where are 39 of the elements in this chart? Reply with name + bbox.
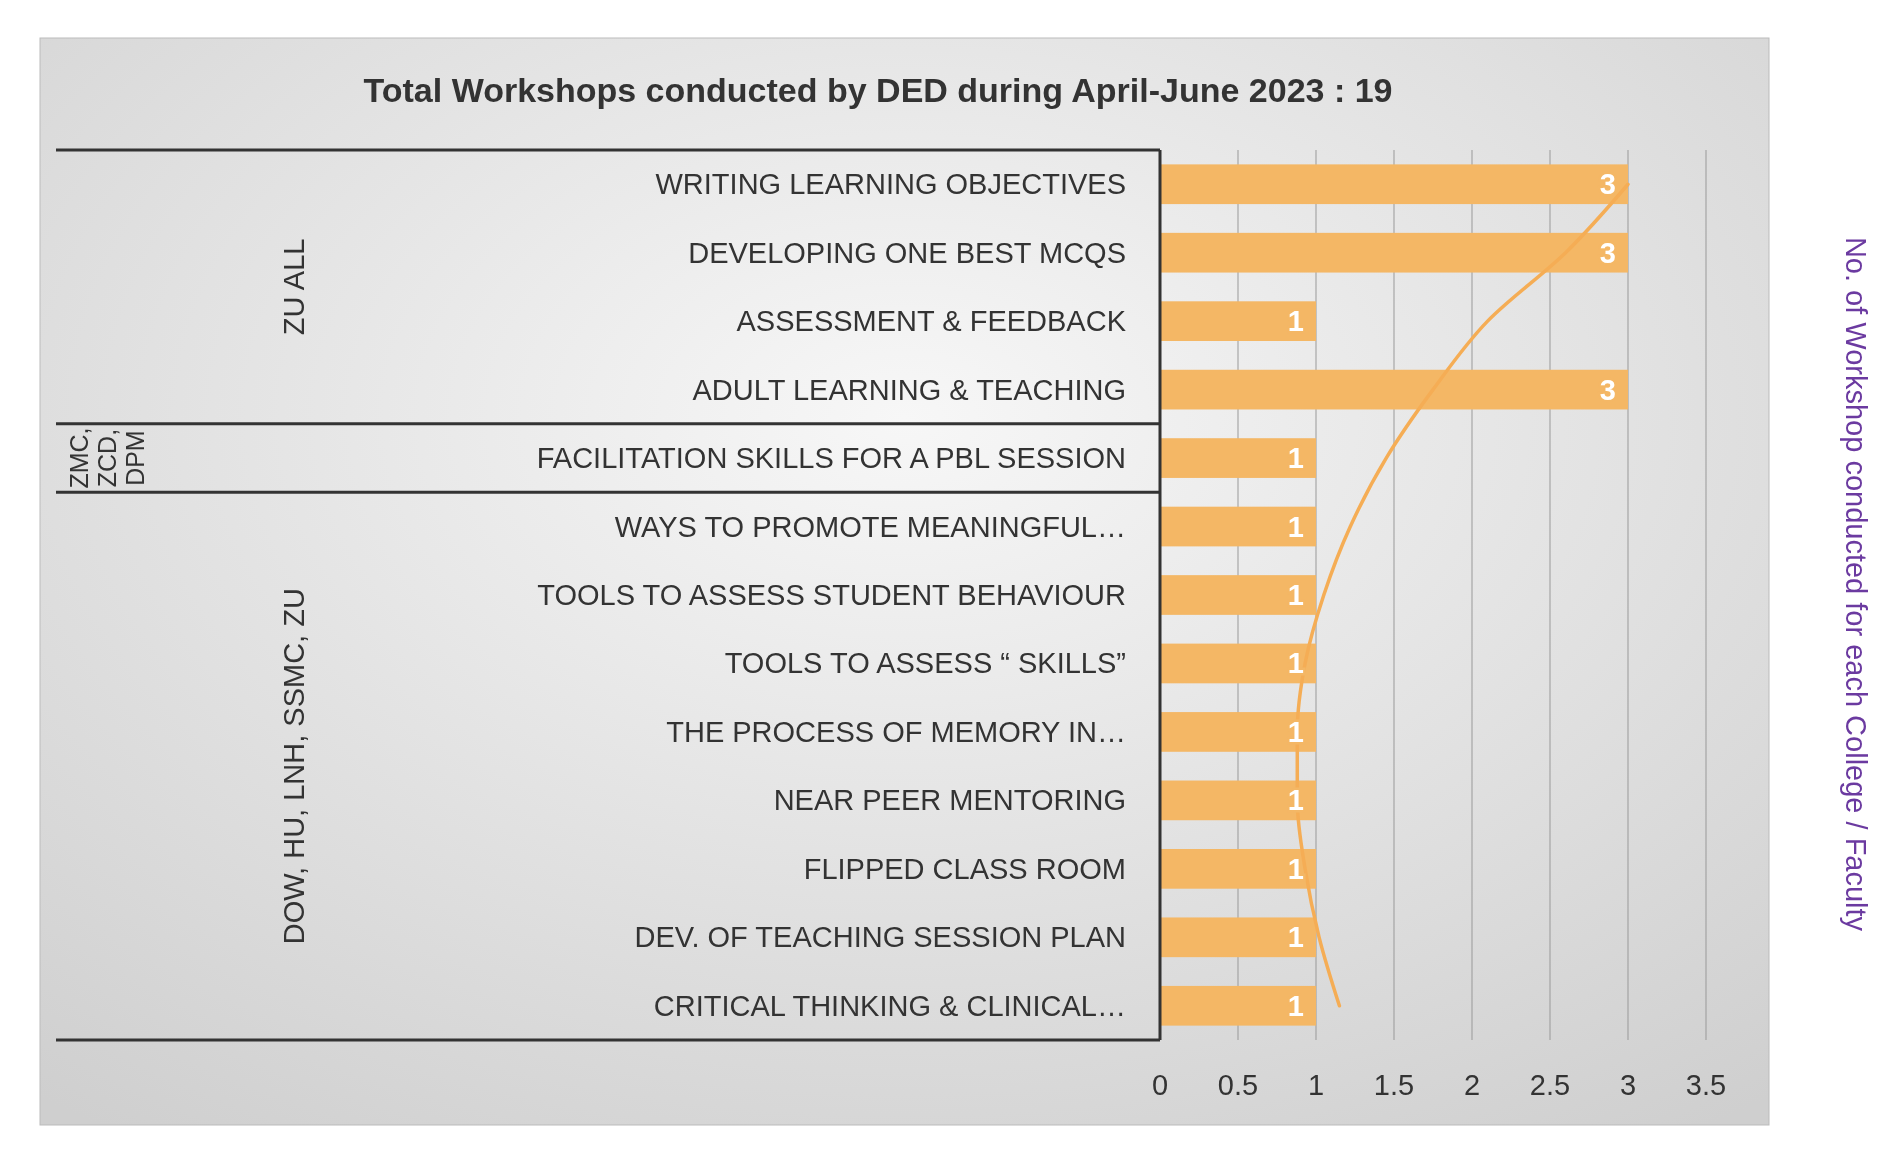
data-label: 1 xyxy=(1287,784,1304,817)
y-tick-label: DEVELOPING ONE BEST MCQS xyxy=(688,236,1126,269)
data-label: 1 xyxy=(1287,579,1304,611)
y-tick-label: FLIPPED CLASS ROOM xyxy=(803,852,1126,885)
y-tick-label: TOOLS TO ASSESS “ SKILLS” xyxy=(724,647,1126,680)
x-tick-label: 3 xyxy=(1619,1069,1637,1101)
y-tick-label: FACILITATION SKILLS FOR A PBL SESSION xyxy=(536,442,1126,475)
y-tick-label: ASSESSMENT & FEEDBACK xyxy=(736,305,1127,338)
x-tick-label: 2.5 xyxy=(1529,1069,1571,1101)
y2-axis-title: No. of Workshop conducted for each College / Faculty xyxy=(1840,236,1872,932)
data-label: 1 xyxy=(1287,442,1304,475)
x-tick-label: 0 xyxy=(1151,1069,1169,1101)
data-label: 1 xyxy=(1287,647,1304,680)
text: ZMC, ZCD, DPM xyxy=(65,427,149,489)
x-tick-label: 1 xyxy=(1307,1069,1325,1101)
data-label: 1 xyxy=(1287,305,1304,338)
y-tick-label: TOOLS TO ASSESS STUDENT BEHAVIOUR xyxy=(537,579,1126,611)
x-tick-label: 2 xyxy=(1463,1069,1481,1101)
y-tick-label: DEV. OF TEACHING SESSION PLAN xyxy=(634,921,1126,954)
data-label: 1 xyxy=(1287,921,1304,954)
y-tick-label: ADULT LEARNING & TEACHING xyxy=(692,373,1126,406)
x-tick-label: 1.5 xyxy=(1373,1069,1415,1101)
y-tick-label: WRITING LEARNING OBJECTIVES xyxy=(655,168,1126,201)
data-label: 3 xyxy=(1599,236,1616,269)
x-tick-label: 0.5 xyxy=(1217,1069,1259,1101)
text: Total Workshops conducted by DED during April-June 2023 : 19 xyxy=(363,71,1393,109)
text: DOW, HU, LNH, SSMC, ZU xyxy=(278,588,310,945)
data-label: 1 xyxy=(1287,715,1304,748)
data-label: 3 xyxy=(1599,168,1616,201)
data-label: 1 xyxy=(1287,852,1304,885)
data-label: 1 xyxy=(1287,989,1304,1022)
x-tick-label: 3.5 xyxy=(1685,1069,1727,1101)
text: ZU ALL xyxy=(278,238,310,336)
y-tick-label: THE PROCESS OF MEMORY IN… xyxy=(666,715,1126,748)
y-tick-label: NEAR PEER MENTORING xyxy=(773,784,1126,817)
data-label: 3 xyxy=(1599,373,1616,406)
y-tick-label: CRITICAL THINKING & CLINICAL… xyxy=(653,989,1126,1022)
data-label: 1 xyxy=(1287,510,1304,543)
y-tick-label: WAYS TO PROMOTE MEANINGFUL… xyxy=(614,510,1126,543)
